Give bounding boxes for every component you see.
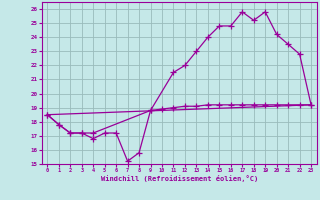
X-axis label: Windchill (Refroidissement éolien,°C): Windchill (Refroidissement éolien,°C) <box>100 175 258 182</box>
